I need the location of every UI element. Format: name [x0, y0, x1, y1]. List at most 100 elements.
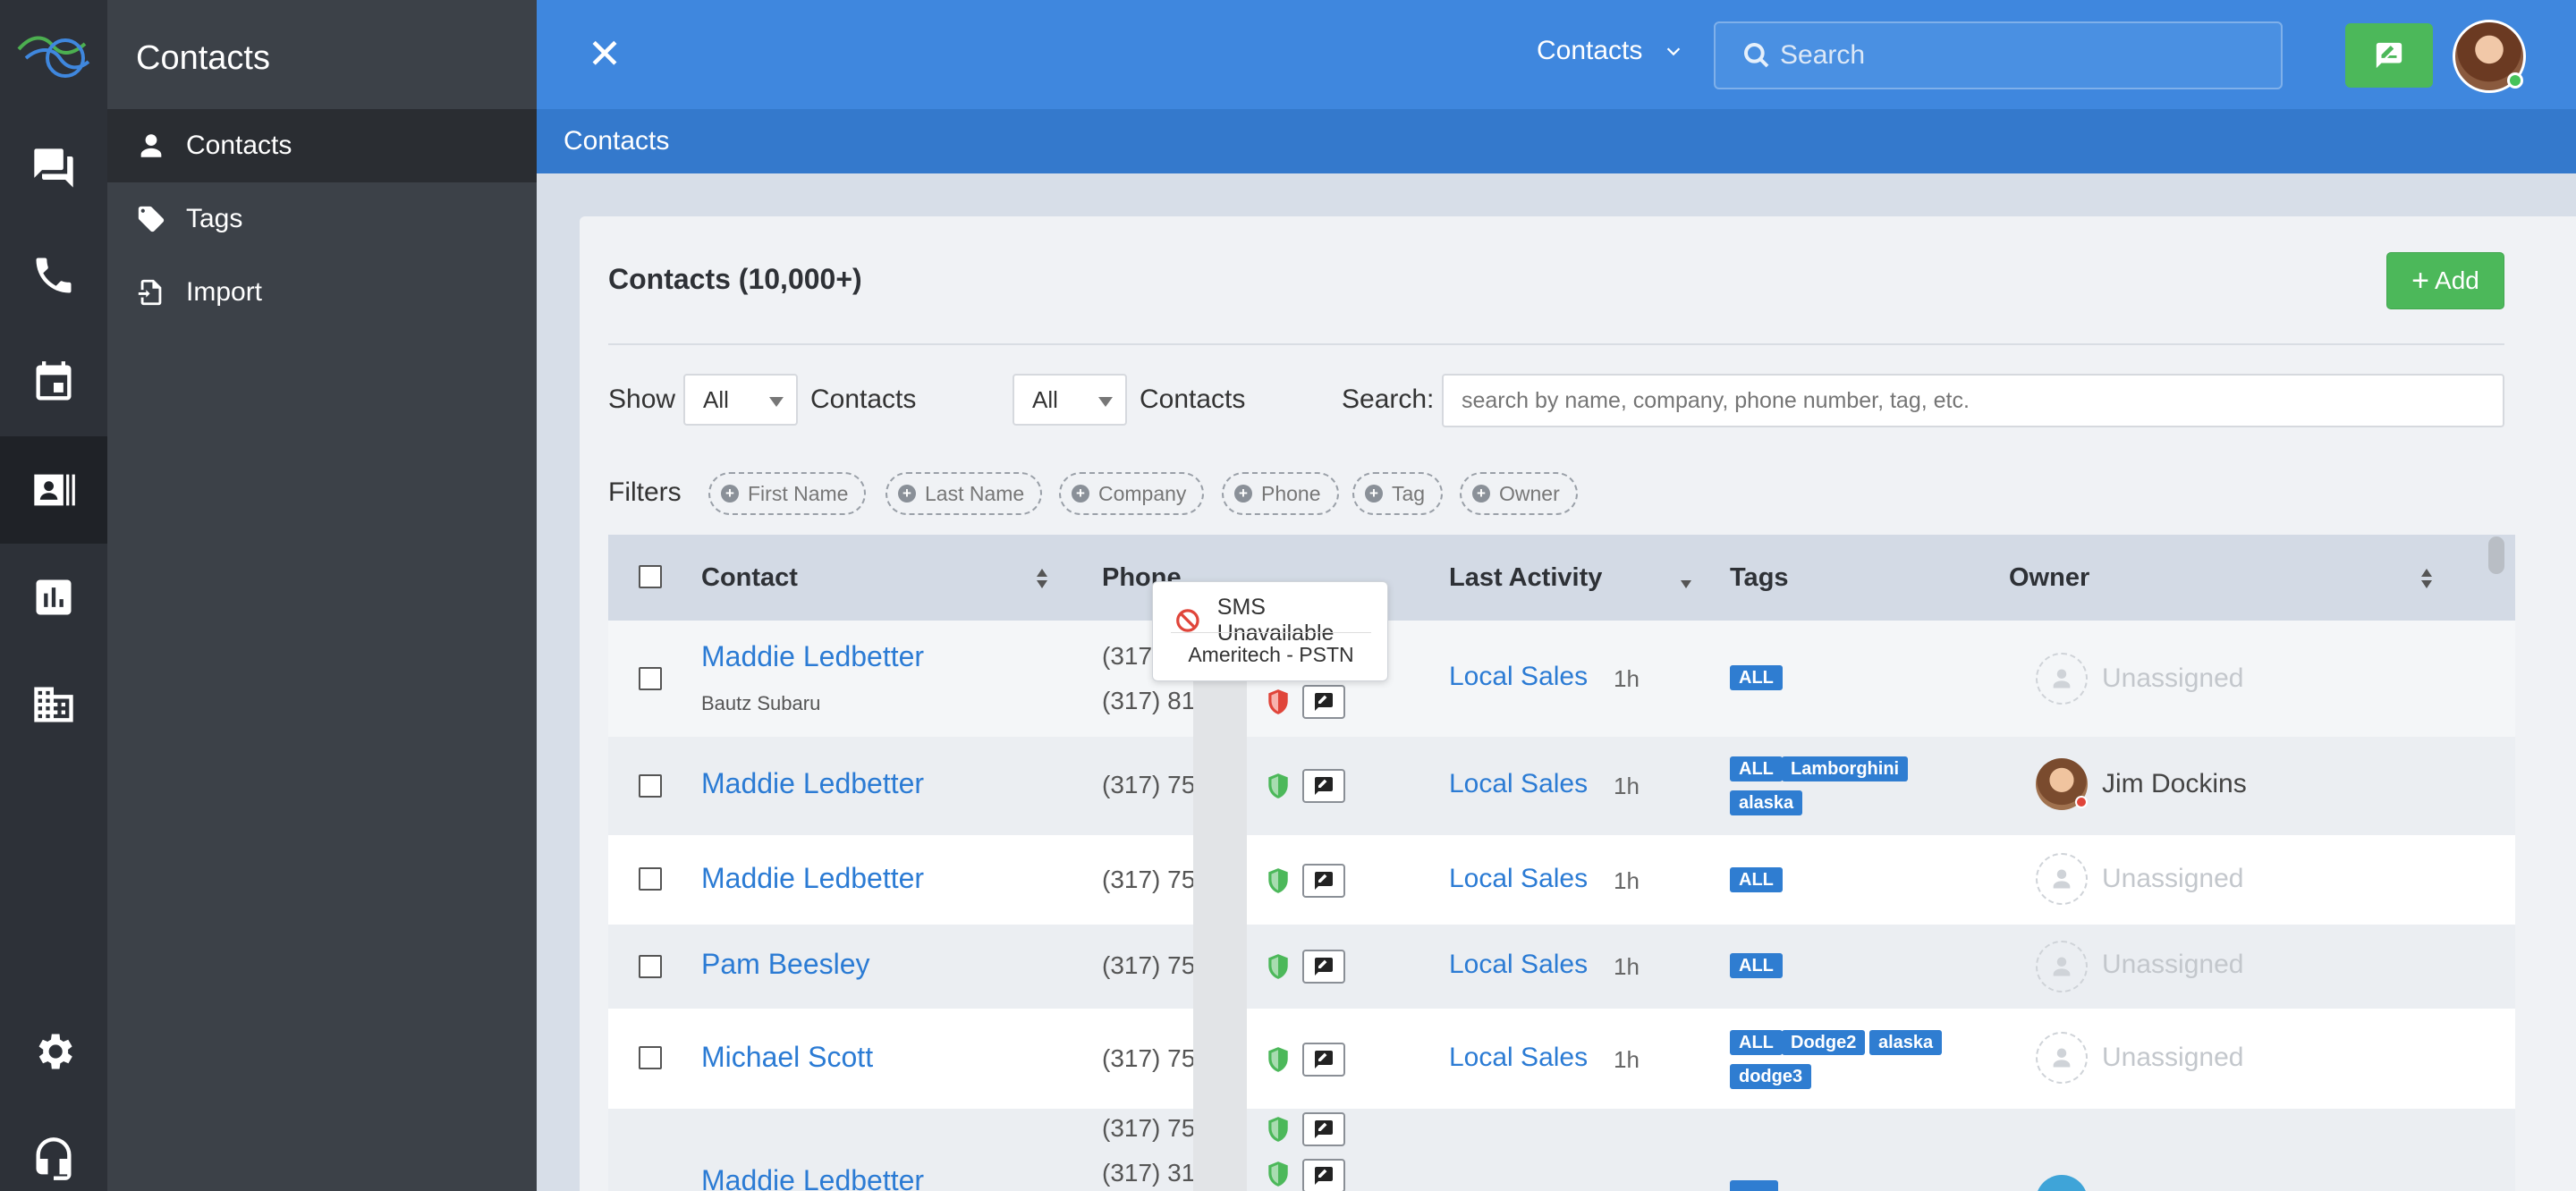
tag-badge[interactable] — [1730, 1180, 1778, 1191]
contact-name-link[interactable]: Maddie Ledbetter — [701, 767, 925, 799]
show-label: Show — [608, 384, 676, 414]
send-sms-button[interactable] — [1302, 1112, 1345, 1146]
tag-badge[interactable]: ALL — [1730, 867, 1783, 892]
column-owner[interactable]: Owner — [2009, 563, 2090, 592]
contact-name-link[interactable]: Maddie Ledbetter — [701, 862, 925, 894]
column-last-activity[interactable]: Last Activity — [1449, 563, 1603, 592]
search-icon — [1744, 43, 1769, 68]
table-row[interactable]: Maddie Ledbetter Bautz Subaru (317) 750-… — [608, 621, 2515, 737]
sort-icon[interactable] — [1036, 567, 1048, 590]
show-select[interactable]: All — [683, 374, 798, 426]
owner-unassigned[interactable]: Unassigned — [2102, 864, 2244, 893]
table-row[interactable]: Michael Scott (317) 750-0000 Local Sales… — [608, 1009, 2515, 1109]
tag-badge[interactable]: alaska — [1869, 1030, 1943, 1055]
plus-circle-icon: + — [1472, 485, 1490, 503]
owner-unassigned[interactable]: Unassigned — [2102, 1043, 2244, 1072]
contact-search-input[interactable] — [1442, 374, 2504, 427]
tag-badge[interactable]: dodge3 — [1730, 1064, 1812, 1089]
filter-owner[interactable]: + Owner — [1460, 472, 1578, 515]
tag-badge[interactable]: ALL — [1730, 1030, 1783, 1055]
import-icon — [138, 279, 162, 306]
global-search[interactable] — [1714, 21, 2283, 89]
rail-reports[interactable] — [0, 544, 107, 651]
sort-desc-icon[interactable] — [1680, 572, 1692, 596]
owner-unassigned[interactable]: Unassigned — [2102, 950, 2244, 979]
select-all-checkbox[interactable] — [639, 565, 662, 588]
user-avatar[interactable] — [2453, 20, 2526, 93]
contact-name-link[interactable]: Maddie Ledbetter — [701, 640, 925, 672]
rail-business[interactable] — [0, 651, 107, 758]
contact-name-link[interactable]: Pam Beesley — [701, 948, 870, 980]
rail-settings[interactable] — [0, 998, 107, 1105]
submenu-item-import[interactable]: Import — [107, 256, 537, 329]
type-select[interactable]: All — [1013, 374, 1127, 426]
owner-name[interactable]: Jim Dockins — [2102, 769, 2247, 798]
app-logo[interactable] — [0, 0, 107, 107]
tag-badge[interactable]: Dodge2 — [1782, 1030, 1866, 1055]
filter-company[interactable]: + Company — [1059, 472, 1205, 515]
table-row[interactable]: Pam Beesley (317) 750-0000 Local Sales 1… — [608, 925, 2515, 1009]
filters-label: Filters — [608, 477, 682, 507]
contact-name-link[interactable]: Maddie Ledbetter — [701, 1164, 925, 1191]
row-checkbox[interactable] — [639, 867, 662, 891]
last-activity-link[interactable]: Local Sales — [1449, 864, 1589, 893]
shield-check-icon — [1268, 868, 1288, 893]
last-activity-link[interactable]: Local Sales — [1449, 950, 1589, 979]
last-activity-link[interactable]: Local Sales — [1449, 769, 1589, 798]
last-activity-link[interactable]: Local Sales — [1449, 662, 1589, 691]
add-contact-button[interactable]: + Add — [2386, 252, 2504, 309]
send-sms-button[interactable] — [1302, 1043, 1345, 1077]
shield-check-icon — [1268, 1161, 1288, 1187]
filter-last-name[interactable]: + Last Name — [886, 472, 1043, 515]
contact-name-link[interactable]: Michael Scott — [701, 1041, 874, 1073]
last-activity-link[interactable]: Local Sales — [1449, 1043, 1589, 1072]
table-row[interactable]: Maddie Ledbetter (317) 750-0000 Local Sa… — [608, 737, 2515, 835]
table-scrollbar[interactable] — [2488, 536, 2504, 574]
tag-badge[interactable]: alaska — [1730, 790, 1803, 815]
tag-badge[interactable]: ALL — [1730, 665, 1783, 690]
send-sms-button[interactable] — [1302, 685, 1345, 719]
row-checkbox[interactable] — [639, 667, 662, 690]
owner-unassigned[interactable]: Unassigned — [2102, 663, 2244, 693]
row-checkbox[interactable] — [639, 955, 662, 978]
row-checkbox[interactable] — [639, 774, 662, 798]
rail-contacts[interactable] — [0, 436, 107, 544]
tooltip-carrier: Ameritech - PSTN — [1188, 643, 1354, 666]
search-label: Search: — [1342, 384, 1435, 414]
table-row[interactable]: Maddie Ledbetter (317) 750-0000 Local Sa… — [608, 835, 2515, 925]
send-sms-button[interactable] — [1302, 769, 1345, 803]
contacts-panel: Contacts (10,000+) + Add Show All Contac… — [580, 216, 2576, 1191]
context-dropdown[interactable]: Contacts — [1537, 36, 1683, 66]
filter-first-name[interactable]: + First Name — [708, 472, 867, 515]
send-sms-button[interactable] — [1302, 950, 1345, 984]
settings-icon — [38, 1034, 72, 1069]
page-title: Contacts (10,000+) — [608, 263, 862, 295]
submenu-item-tags[interactable]: Tags — [107, 182, 537, 256]
filter-tag[interactable]: + Tag — [1352, 472, 1444, 515]
rail-calls[interactable] — [0, 222, 107, 329]
send-sms-button[interactable] — [1302, 1159, 1345, 1191]
tag-badge[interactable]: ALL — [1730, 953, 1783, 978]
rail-messages[interactable] — [0, 114, 107, 222]
table-row[interactable]: Maddie Ledbetter (317) 750-0000 (317) 31… — [608, 1109, 2515, 1191]
rail-calendar[interactable] — [0, 329, 107, 436]
submenu: Contacts Contacts Tags Import — [107, 0, 537, 1191]
person-icon — [2053, 1048, 2071, 1068]
rail-support[interactable] — [0, 1105, 107, 1191]
icon-rail — [0, 0, 107, 1191]
tag-badge[interactable]: ALL — [1730, 756, 1783, 781]
submenu-item-contacts[interactable]: Contacts — [107, 109, 537, 182]
column-contact[interactable]: Contact — [701, 563, 798, 592]
filter-label: Phone — [1261, 481, 1321, 505]
close-icon[interactable]: ✕ — [587, 30, 623, 77]
compose-message-button[interactable] — [2345, 23, 2433, 88]
activity-time: 1h — [1614, 953, 1640, 980]
sort-icon[interactable] — [2420, 567, 2433, 590]
tooltip-divider — [1171, 632, 1371, 633]
row-checkbox[interactable] — [639, 1046, 662, 1069]
tag-badge[interactable]: Lamborghini — [1782, 756, 1909, 781]
global-search-input[interactable] — [1780, 40, 2281, 71]
shield-check-icon — [1268, 773, 1288, 798]
send-sms-button[interactable] — [1302, 864, 1345, 898]
filter-phone[interactable]: + Phone — [1222, 472, 1339, 515]
